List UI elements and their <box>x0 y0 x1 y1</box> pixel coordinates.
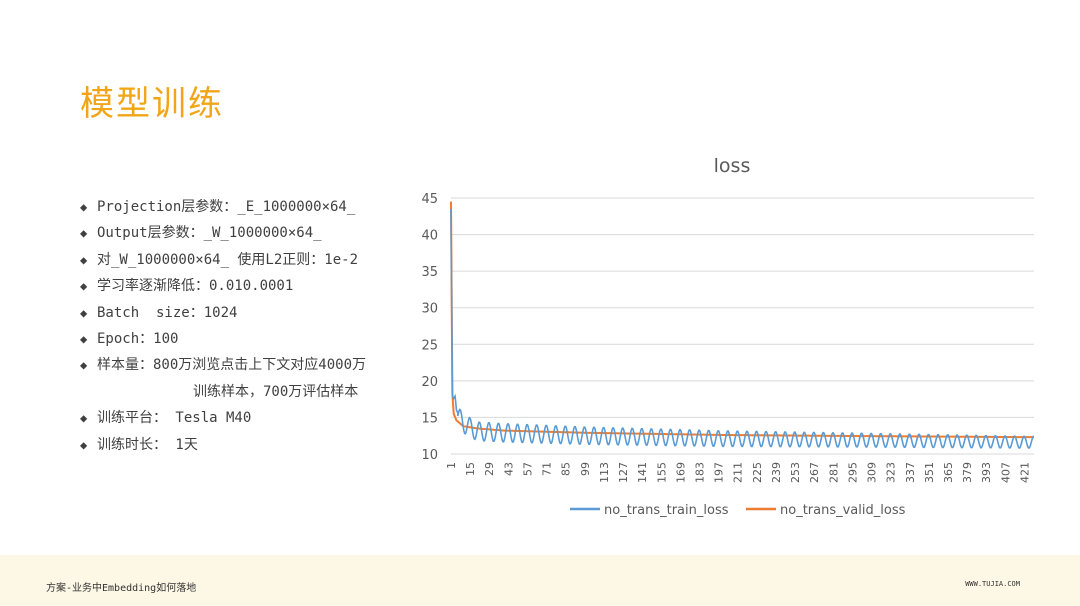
x-tick-label: 29 <box>483 462 496 476</box>
page-title: 模型训练 <box>80 84 224 124</box>
x-tick-label: 295 <box>846 462 859 483</box>
diamond-icon: ◆ <box>80 331 88 346</box>
bullet-text-continued: 训练样本，700万评估样本 <box>193 383 359 400</box>
bullet-item: ◆ 对_W_1000000×64_ 使用L2正则：1e-2 <box>80 247 420 273</box>
x-tick-label: 323 <box>885 462 898 483</box>
x-tick-label: 183 <box>693 462 706 483</box>
y-tick-label: 45 <box>421 192 438 207</box>
bullet-text: Output层参数：_W_1000000×64_ <box>97 225 322 242</box>
x-tick-label: 169 <box>674 462 687 483</box>
y-tick-label: 10 <box>421 448 438 463</box>
x-tick-label: 113 <box>598 462 611 483</box>
x-tick-label: 393 <box>980 462 993 483</box>
bullet-text: Epoch：100 <box>97 330 179 347</box>
x-tick-label: 15 <box>464 462 477 476</box>
footer-bar: 方案-业务中Embedding如何落地 WWW.TUJIA.COM <box>0 555 1080 606</box>
y-tick-label: 25 <box>421 338 438 353</box>
diamond-icon: ◆ <box>80 226 88 241</box>
bullet-item: ◆ Batch size：1024 <box>80 300 420 326</box>
series-line-train-loss <box>450 208 1035 449</box>
diamond-icon: ◆ <box>80 411 88 426</box>
x-tick-label: 1 <box>445 462 458 469</box>
bullet-list: ◆ Projection层参数：_E_1000000×64_ ◆ Output层参数… <box>80 194 420 458</box>
series-line-valid-loss <box>450 201 1035 439</box>
diamond-icon: ◆ <box>80 437 88 452</box>
x-tick-label: 421 <box>1018 462 1031 483</box>
y-tick-label: 20 <box>421 375 438 390</box>
x-tick-label: 85 <box>560 462 573 476</box>
bullet-item: ◆ Projection层参数：_E_1000000×64_ <box>80 194 420 220</box>
x-tick-label: 127 <box>617 462 630 483</box>
loss-chart: loss 10 15 20 25 30 35 40 45 1 15 29 43 57 71 85 99 113… <box>421 155 1035 518</box>
diamond-icon: ◆ <box>80 358 88 373</box>
x-tick-label: 281 <box>827 462 840 483</box>
chart-title: loss <box>714 155 751 177</box>
footer-left-text: 方案-业务中Embedding如何落地 <box>46 583 197 594</box>
x-tick-label: 43 <box>502 462 515 476</box>
bullet-item: ◆ 训练平台： Tesla M40 <box>80 405 420 431</box>
bullet-item: ◆ 样本量：800万浏览点击上下文对应4000万训练样本，700万评估样本 <box>80 352 420 405</box>
bullet-text: 样本量：800万浏览点击上下文对应4000万 <box>97 357 367 374</box>
x-tick-label: 197 <box>713 462 726 483</box>
y-tick-label: 40 <box>421 229 438 244</box>
x-tick-label: 253 <box>789 462 802 483</box>
x-tick-label: 309 <box>866 462 879 483</box>
x-tick-label: 239 <box>770 462 783 483</box>
x-tick-label: 407 <box>999 462 1012 483</box>
x-tick-label: 351 <box>923 462 936 483</box>
bullet-item: ◆ 学习率逐渐降低：0.010.0001 <box>80 273 420 299</box>
bullet-text: 对_W_1000000×64_ 使用L2正则：1e-2 <box>97 251 359 268</box>
legend-label: no_trans_valid_loss <box>780 503 906 518</box>
x-tick-label: 379 <box>961 462 974 483</box>
bullet-text: 训练时长： 1天 <box>97 436 198 453</box>
bullet-item: ◆ 训练时长： 1天 <box>80 432 420 458</box>
x-tick-label: 141 <box>636 462 649 483</box>
y-tick-label: 30 <box>421 302 438 317</box>
x-tick-label: 57 <box>521 462 534 476</box>
diamond-icon: ◆ <box>80 252 88 267</box>
diamond-icon: ◆ <box>80 279 88 294</box>
bullet-item: ◆ Epoch：100 <box>80 326 420 352</box>
bullet-text: Batch size：1024 <box>97 304 238 321</box>
bullet-text: 训练平台： Tesla M40 <box>97 410 252 427</box>
diamond-icon: ◆ <box>80 200 88 214</box>
x-tick-label: 155 <box>655 462 668 483</box>
x-tick-label: 225 <box>751 462 764 483</box>
x-tick-label: 211 <box>732 462 745 483</box>
legend-label: no_trans_train_loss <box>604 503 729 518</box>
bullet-text: 学习率逐渐降低：0.010.0001 <box>97 278 294 295</box>
diamond-icon: ◆ <box>80 305 88 320</box>
x-tick-label: 99 <box>579 462 592 476</box>
bullet-text: Projection层参数：_E_1000000×64_ <box>97 199 356 215</box>
x-tick-label: 365 <box>942 462 955 483</box>
y-tick-label: 35 <box>421 265 438 280</box>
bullet-item: ◆ Output层参数：_W_1000000×64_ <box>80 220 420 246</box>
x-tick-label: 337 <box>904 462 917 483</box>
y-tick-label: 15 <box>421 411 438 426</box>
x-tick-label: 267 <box>808 462 821 483</box>
footer-website: WWW.TUJIA.COM <box>965 580 1020 588</box>
x-tick-label: 71 <box>541 462 554 476</box>
